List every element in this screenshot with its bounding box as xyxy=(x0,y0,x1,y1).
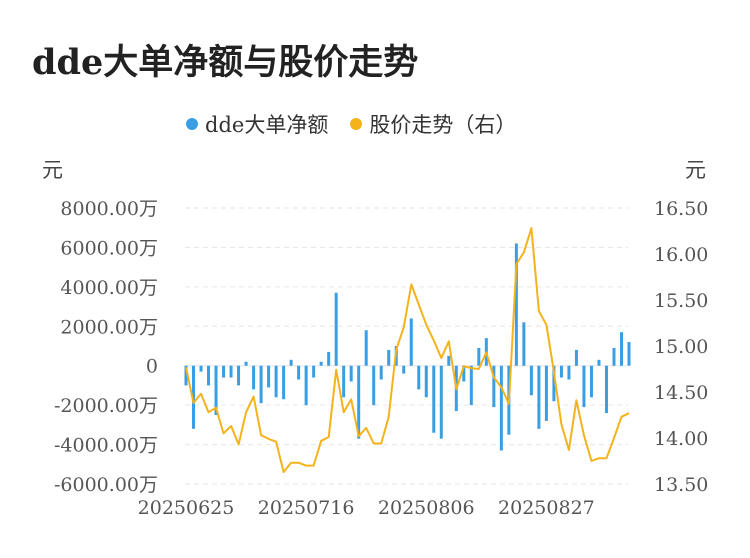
bar xyxy=(364,330,368,366)
bar xyxy=(477,347,481,366)
bar xyxy=(372,365,376,406)
bar xyxy=(357,365,361,439)
bar xyxy=(387,349,391,366)
bar xyxy=(612,347,616,366)
bar xyxy=(514,243,518,366)
bar xyxy=(214,365,218,415)
bar xyxy=(252,365,256,390)
bar xyxy=(334,292,338,366)
legend-item-price[interactable]: 股价走势（右） xyxy=(350,109,516,139)
bar xyxy=(462,365,466,382)
price-line xyxy=(185,227,630,473)
left-axis-ticks: 8000.00万 6000.00万 4000.00万 2000.00万 0 -2000.0… xyxy=(54,198,158,496)
bar xyxy=(589,365,593,398)
bar xyxy=(619,332,623,366)
right-tick-label: 15.50 xyxy=(654,290,708,312)
bar xyxy=(289,359,293,366)
x-axis-ticks: 20250625 20250716 20250806 20250827 xyxy=(138,497,595,519)
bar xyxy=(327,351,331,366)
left-tick-label: -6000.00万 xyxy=(54,474,158,496)
bar xyxy=(552,365,556,402)
bar xyxy=(544,365,548,421)
bar xyxy=(184,365,188,386)
legend: dde大单净额 股价走势（右） xyxy=(186,110,516,138)
bar xyxy=(282,365,286,400)
right-axis-ticks: 16.50 16.00 15.50 15.00 14.50 14.00 13.50 xyxy=(654,198,708,496)
legend-label-dde: dde大单净额 xyxy=(205,113,329,137)
bar xyxy=(432,365,436,433)
bar xyxy=(439,365,443,439)
bar-series xyxy=(184,243,631,451)
legend-item-dde[interactable]: dde大单净额 xyxy=(186,109,328,139)
x-tick-label: 20250716 xyxy=(258,497,355,519)
right-tick-label: 15.00 xyxy=(654,336,708,358)
bar xyxy=(349,365,353,382)
bar xyxy=(207,365,211,386)
bar xyxy=(604,365,608,414)
bar xyxy=(559,365,563,378)
left-tick-label: 4000.00万 xyxy=(60,277,158,299)
bar xyxy=(199,365,203,372)
right-tick-label: 16.00 xyxy=(654,244,708,266)
x-tick-label: 20250806 xyxy=(378,497,475,519)
left-tick-label: -4000.00万 xyxy=(54,435,158,457)
page-title: dde大单净额与股价走势 xyxy=(32,42,419,83)
bar xyxy=(469,365,473,406)
bar xyxy=(304,365,308,406)
bar xyxy=(574,349,578,366)
bar xyxy=(567,365,571,380)
left-tick-label: -2000.00万 xyxy=(54,395,158,417)
bar xyxy=(597,359,601,366)
left-axis-unit: 元 xyxy=(42,158,63,182)
bar xyxy=(492,365,496,408)
right-tick-label: 16.50 xyxy=(654,198,708,220)
bar xyxy=(402,365,406,374)
bar xyxy=(259,365,263,404)
bar xyxy=(627,342,631,366)
x-tick-label: 20250625 xyxy=(138,497,235,519)
right-tick-label: 14.50 xyxy=(654,382,708,404)
bar xyxy=(424,365,428,398)
legend-label-price: 股价走势（右） xyxy=(369,113,517,137)
bar xyxy=(529,365,533,396)
line-series xyxy=(185,227,630,473)
bar xyxy=(237,365,241,386)
bar xyxy=(319,361,323,366)
bar xyxy=(582,365,586,408)
right-axis-unit: 元 xyxy=(685,158,706,182)
bar xyxy=(312,365,316,378)
right-tick-label: 13.50 xyxy=(654,474,708,496)
left-tick-label: 2000.00万 xyxy=(60,316,158,338)
legend-dot-price xyxy=(350,118,363,130)
bar xyxy=(537,365,541,429)
grid-lines xyxy=(185,207,628,485)
bar xyxy=(222,365,226,378)
left-tick-label: 0 xyxy=(146,356,158,378)
bar xyxy=(267,365,271,388)
left-tick-label: 6000.00万 xyxy=(60,237,158,259)
bar xyxy=(379,365,383,380)
right-tick-label: 14.00 xyxy=(654,428,708,450)
bar xyxy=(274,365,278,398)
bar xyxy=(229,365,233,378)
bar xyxy=(244,361,248,366)
bar xyxy=(417,365,421,390)
bar xyxy=(522,322,526,366)
bar xyxy=(499,365,503,451)
left-tick-label: 8000.00万 xyxy=(60,198,158,220)
bar xyxy=(297,365,301,380)
bar xyxy=(342,365,346,398)
bar xyxy=(447,355,451,366)
legend-dot-dde xyxy=(186,118,198,130)
bar xyxy=(409,318,413,366)
bar xyxy=(192,365,196,429)
x-tick-label: 20250827 xyxy=(498,497,595,519)
